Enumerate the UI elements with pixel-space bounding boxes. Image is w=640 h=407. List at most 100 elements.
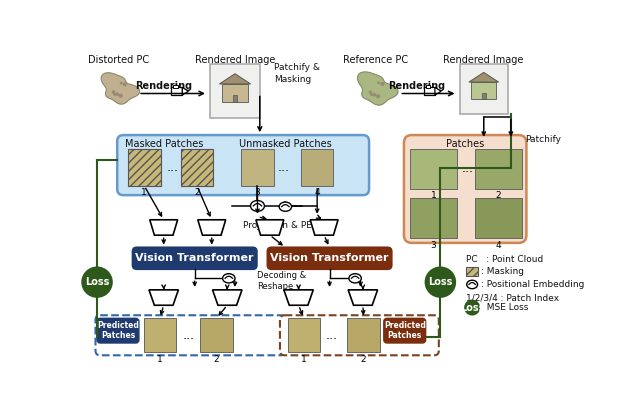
Bar bbox=[143, 318, 176, 352]
Polygon shape bbox=[150, 220, 178, 235]
Circle shape bbox=[370, 93, 372, 96]
FancyBboxPatch shape bbox=[117, 135, 369, 195]
Text: Predicted
Patches: Predicted Patches bbox=[384, 321, 426, 340]
Bar bbox=[221, 84, 248, 101]
Circle shape bbox=[372, 93, 376, 96]
Circle shape bbox=[369, 90, 372, 94]
FancyBboxPatch shape bbox=[404, 135, 527, 243]
Ellipse shape bbox=[467, 280, 477, 289]
Bar bbox=[233, 95, 237, 101]
Circle shape bbox=[376, 94, 380, 98]
Text: Rendering: Rendering bbox=[135, 81, 192, 91]
Bar bbox=[482, 93, 486, 99]
Text: 2: 2 bbox=[496, 191, 501, 200]
Text: Patchify &
Masking: Patchify & Masking bbox=[274, 63, 320, 84]
Ellipse shape bbox=[349, 274, 362, 283]
Text: Reference PC: Reference PC bbox=[344, 55, 408, 65]
Circle shape bbox=[118, 94, 123, 98]
Circle shape bbox=[113, 93, 116, 96]
Polygon shape bbox=[101, 73, 140, 104]
Text: 2: 2 bbox=[361, 354, 367, 363]
Text: ...: ... bbox=[326, 329, 338, 342]
Bar bbox=[128, 149, 161, 186]
FancyBboxPatch shape bbox=[132, 247, 257, 269]
Text: 4: 4 bbox=[314, 188, 320, 197]
Text: ...: ... bbox=[278, 161, 290, 174]
Text: Patchify: Patchify bbox=[525, 135, 562, 144]
Polygon shape bbox=[212, 290, 242, 305]
Circle shape bbox=[426, 267, 455, 297]
Text: 3: 3 bbox=[255, 188, 260, 197]
Text: 3: 3 bbox=[431, 241, 436, 249]
Polygon shape bbox=[182, 88, 189, 95]
Text: 1/2/3/4 : Patch Index: 1/2/3/4 : Patch Index bbox=[466, 294, 559, 303]
Bar bbox=[460, 64, 508, 114]
Text: Projection & PE: Projection & PE bbox=[243, 221, 312, 230]
FancyBboxPatch shape bbox=[95, 315, 285, 355]
Bar bbox=[180, 149, 213, 186]
Circle shape bbox=[371, 94, 373, 96]
Polygon shape bbox=[149, 290, 179, 305]
Text: : Masking: : Masking bbox=[481, 267, 524, 276]
Polygon shape bbox=[220, 74, 251, 84]
Bar bbox=[476, 149, 522, 189]
Text: Distorted PC: Distorted PC bbox=[88, 55, 149, 65]
Bar bbox=[173, 85, 178, 88]
Bar bbox=[200, 318, 233, 352]
Text: 2: 2 bbox=[194, 188, 200, 197]
Bar bbox=[466, 267, 478, 276]
Text: Rendered Image: Rendered Image bbox=[443, 55, 523, 65]
Circle shape bbox=[465, 301, 479, 315]
Bar bbox=[410, 149, 457, 189]
Bar bbox=[348, 318, 380, 352]
Circle shape bbox=[377, 81, 380, 84]
Circle shape bbox=[113, 93, 116, 96]
Circle shape bbox=[83, 267, 112, 297]
Text: 1: 1 bbox=[157, 354, 163, 363]
Bar bbox=[210, 64, 260, 118]
Text: Vision Transformer: Vision Transformer bbox=[136, 253, 254, 263]
Text: 2: 2 bbox=[214, 354, 220, 363]
Bar bbox=[301, 149, 333, 186]
Circle shape bbox=[120, 82, 123, 85]
Polygon shape bbox=[256, 220, 284, 235]
Text: Rendered Image: Rendered Image bbox=[195, 55, 275, 65]
FancyBboxPatch shape bbox=[280, 315, 439, 355]
Bar bbox=[426, 85, 430, 88]
Text: ...: ... bbox=[461, 162, 474, 175]
FancyBboxPatch shape bbox=[384, 318, 426, 343]
Bar bbox=[241, 149, 274, 186]
Text: Rendering: Rendering bbox=[388, 81, 445, 91]
Text: 1: 1 bbox=[301, 354, 307, 363]
Polygon shape bbox=[198, 220, 226, 235]
Polygon shape bbox=[358, 72, 398, 105]
Polygon shape bbox=[469, 72, 499, 82]
Text: Predicted
Patches: Predicted Patches bbox=[97, 321, 139, 340]
Text: PC   : Point Cloud: PC : Point Cloud bbox=[466, 255, 543, 264]
Bar bbox=[410, 198, 457, 238]
Text: : Positional Embedding: : Positional Embedding bbox=[481, 280, 585, 289]
Text: Loss: Loss bbox=[85, 277, 109, 287]
Bar bbox=[424, 88, 435, 95]
Text: Masked Patches: Masked Patches bbox=[125, 139, 203, 149]
Text: ...: ... bbox=[182, 329, 195, 342]
Ellipse shape bbox=[250, 201, 264, 211]
Circle shape bbox=[123, 82, 127, 86]
Bar bbox=[471, 82, 497, 99]
Circle shape bbox=[380, 82, 385, 86]
Ellipse shape bbox=[279, 202, 292, 211]
Text: Unmasked Patches: Unmasked Patches bbox=[239, 139, 332, 149]
Bar bbox=[476, 198, 522, 238]
Text: Loss: Loss bbox=[460, 302, 484, 313]
Ellipse shape bbox=[223, 274, 235, 283]
Circle shape bbox=[115, 92, 119, 96]
Bar bbox=[288, 318, 320, 352]
Circle shape bbox=[111, 90, 115, 94]
Text: : MSE Loss: : MSE Loss bbox=[481, 303, 529, 312]
Bar bbox=[172, 88, 182, 95]
Polygon shape bbox=[284, 290, 313, 305]
FancyBboxPatch shape bbox=[268, 247, 392, 269]
Text: 4: 4 bbox=[496, 241, 501, 249]
Polygon shape bbox=[310, 220, 338, 235]
Polygon shape bbox=[348, 290, 378, 305]
